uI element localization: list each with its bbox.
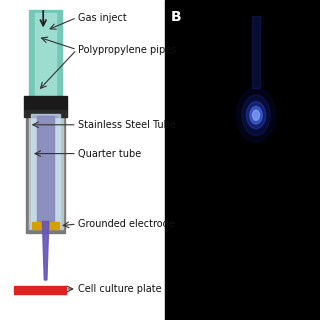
Bar	[14, 286, 66, 294]
Text: Grounded electrode: Grounded electrode	[78, 219, 175, 229]
Bar	[26, 109, 65, 233]
Text: Polypropylene pipes: Polypropylene pipes	[78, 44, 177, 55]
Ellipse shape	[250, 106, 262, 124]
Bar	[252, 16, 260, 88]
Text: Stainless Steel Tube: Stainless Steel Tube	[78, 120, 176, 130]
Ellipse shape	[242, 95, 270, 136]
Bar	[24, 96, 67, 110]
Bar	[0, 0, 165, 320]
Text: B: B	[171, 10, 182, 24]
Text: Quarter tube: Quarter tube	[78, 148, 142, 159]
Bar	[31, 114, 60, 228]
Bar	[37, 116, 54, 221]
Text: Cell culture plate: Cell culture plate	[78, 284, 162, 294]
Bar	[165, 0, 320, 320]
Ellipse shape	[246, 102, 266, 129]
Bar	[32, 222, 59, 229]
Bar	[35, 13, 56, 109]
Bar	[29, 112, 63, 229]
Bar	[29, 10, 62, 115]
Text: Gas inject: Gas inject	[78, 12, 127, 23]
Ellipse shape	[237, 88, 275, 142]
Bar	[24, 110, 67, 117]
Polygon shape	[42, 221, 49, 280]
Ellipse shape	[252, 110, 260, 120]
